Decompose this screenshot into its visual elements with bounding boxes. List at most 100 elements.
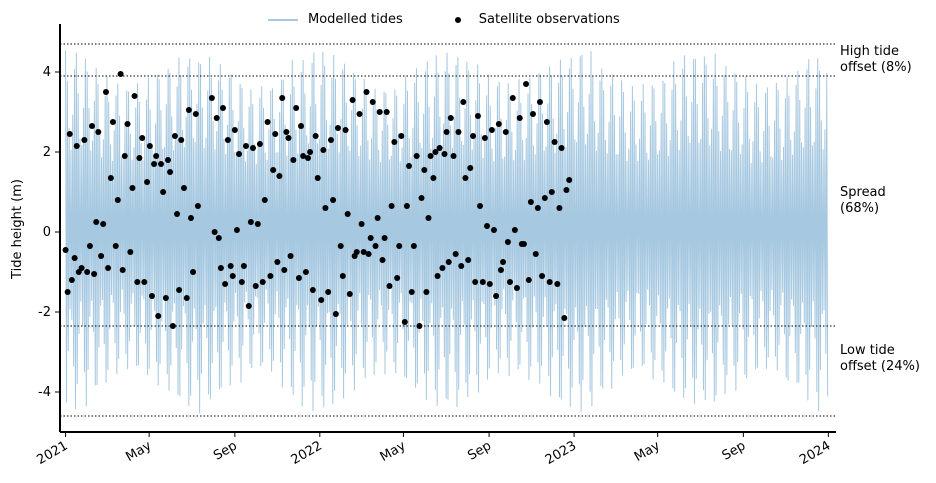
observation-point [304, 155, 311, 161]
observation-point [563, 187, 570, 193]
observation-point [194, 203, 201, 209]
observation-point [507, 279, 513, 285]
observation-point [160, 189, 167, 195]
observation-point [432, 149, 439, 155]
observation-point [167, 169, 174, 175]
observation-point [208, 95, 215, 101]
observation-point [276, 173, 283, 179]
observation-point [119, 267, 126, 273]
observation-point [561, 315, 568, 321]
observation-point [314, 175, 321, 181]
observation-point [511, 227, 518, 233]
observation-point [240, 263, 247, 269]
observation-point [421, 167, 428, 173]
x-tick-label: Sep [465, 438, 494, 463]
observation-point [490, 227, 497, 233]
observation-point [89, 123, 96, 129]
y-tick-label: 4 [43, 65, 51, 80]
legend-dot-swatch [454, 16, 461, 23]
observation-point [543, 119, 550, 125]
legend: Modelled tides Satellite observations [268, 12, 660, 27]
observation-point [447, 115, 454, 121]
observation-point [413, 153, 420, 159]
observation-point [342, 127, 349, 133]
x-tick-label: May [632, 438, 663, 465]
observation-point [383, 109, 390, 115]
observation-point [325, 289, 332, 295]
legend-item-satellite-observations: Satellite observations [443, 12, 620, 27]
observation-point [71, 255, 78, 261]
satellite-observations-series [62, 71, 573, 329]
observation-point [439, 265, 446, 271]
observation-point [245, 303, 252, 309]
observation-point [318, 297, 325, 303]
legend-label: Modelled tides [308, 12, 403, 27]
observation-point [279, 95, 286, 101]
observation-point [566, 177, 573, 183]
observation-point [548, 189, 555, 195]
observation-point [100, 221, 107, 227]
observation-point [66, 131, 73, 137]
observation-point [484, 223, 491, 229]
observation-point [293, 105, 300, 111]
observation-point [213, 115, 220, 121]
y-tick-label: -2 [38, 305, 51, 320]
observation-point [300, 153, 307, 159]
observation-point [91, 271, 98, 277]
observation-point [470, 133, 477, 139]
observation-point [290, 157, 297, 163]
observation-point [388, 203, 395, 209]
observation-point [374, 215, 381, 221]
observation-point [541, 195, 548, 201]
observation-point [344, 211, 351, 217]
x-tick-label: May [378, 438, 409, 465]
observation-point [249, 145, 256, 151]
y-tick-label: 0 [43, 225, 51, 240]
observation-point [398, 133, 405, 139]
observation-point [78, 265, 85, 271]
observation-point [302, 269, 309, 275]
observation-point [472, 279, 479, 285]
observation-point [242, 143, 249, 149]
observation-point [330, 197, 337, 203]
observation-point [527, 199, 534, 205]
x-tick-label: 2024 [797, 438, 833, 468]
observation-point [486, 281, 493, 287]
observation-point [320, 147, 327, 153]
modelled-tides-line [65, 50, 829, 414]
observation-point [556, 205, 563, 211]
observation-point [190, 269, 197, 275]
observation-point [525, 277, 532, 283]
observation-point [285, 135, 292, 141]
low-tide-offset-label: Low tide offset (24%) [840, 343, 920, 374]
observation-point [474, 113, 481, 119]
x-tick-label: Sep [720, 438, 749, 463]
observation-point [178, 137, 185, 143]
observation-point [337, 243, 344, 249]
observation-point [180, 185, 187, 191]
observation-point [467, 165, 474, 171]
observation-point [169, 323, 176, 329]
observation-point [520, 241, 527, 247]
observation-point [441, 151, 448, 157]
observation-point [261, 197, 268, 203]
observation-point [164, 157, 171, 163]
observation-point [396, 243, 403, 249]
observation-point [497, 267, 504, 273]
observation-point [477, 203, 484, 209]
observation-point [121, 153, 128, 159]
y-axis-label: Tide height (m) [10, 179, 25, 280]
observation-point [536, 99, 543, 105]
observation-point [134, 279, 141, 285]
x-tick-label: 2023 [543, 438, 579, 468]
observation-point [458, 263, 465, 269]
observation-point [238, 279, 245, 285]
observation-point [105, 265, 112, 271]
observation-point [381, 235, 388, 241]
observation-point [236, 151, 243, 157]
observation-point [502, 129, 509, 135]
observation-point [98, 253, 105, 259]
observation-point [369, 99, 376, 105]
observation-point [334, 125, 341, 131]
observation-point [416, 323, 423, 329]
